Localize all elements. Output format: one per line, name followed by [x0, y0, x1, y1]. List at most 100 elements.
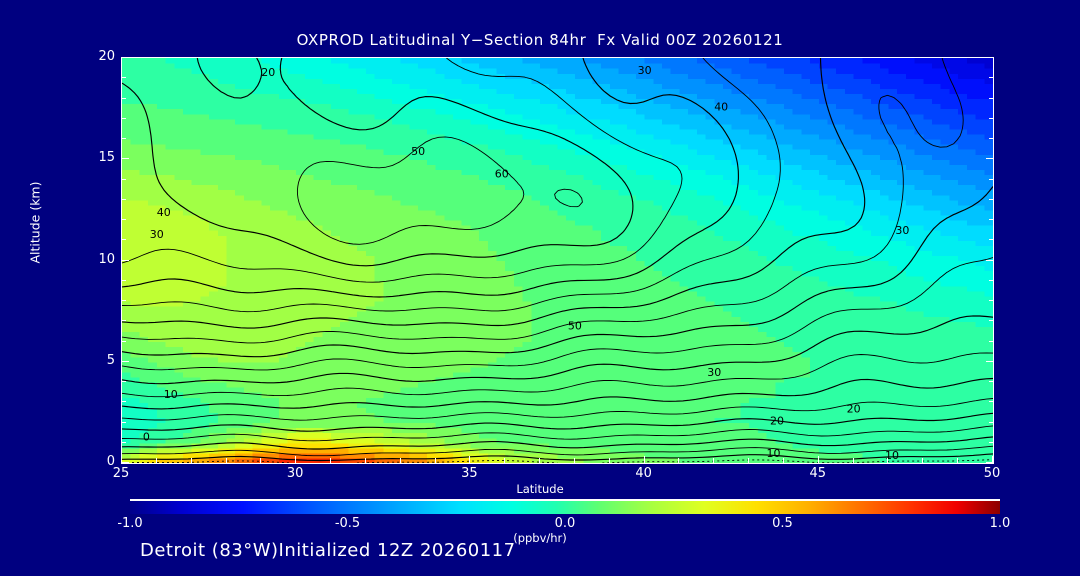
y-minor-tick-right [989, 381, 993, 382]
x-minor-tick [504, 458, 506, 463]
x-tick-label-45: 45 [809, 466, 827, 481]
y-minor-tick-right [989, 401, 993, 403]
y-minor-tick-right [989, 340, 993, 342]
y-tick-label-10: 10 [98, 251, 115, 267]
y-tick-mark-5 [122, 360, 129, 362]
x-tick-label-50: 50 [983, 466, 1001, 481]
page-title: OXPROD Latitudinal Y−Section 84hr Fx Val… [296, 31, 784, 49]
x-minor-tick [155, 458, 157, 463]
y-tick-mark-right-0 [986, 462, 993, 463]
x-minor-tick [434, 458, 436, 463]
y-minor-tick-right [989, 219, 993, 220]
y-minor-tick [122, 401, 126, 403]
x-minor-tick [957, 458, 959, 463]
y-minor-tick-right [989, 421, 993, 423]
x-tick-mark-40 [643, 456, 645, 463]
y-minor-tick [122, 239, 126, 241]
y-tick-mark-right-15 [986, 158, 993, 160]
y-tick-label-5: 5 [106, 352, 115, 368]
colorbar-label-3: 0.5 [772, 516, 793, 531]
contour-label-14: 10 [767, 447, 781, 460]
x-minor-tick [852, 458, 854, 463]
x-minor-tick [399, 458, 401, 463]
x-minor-tick [225, 458, 227, 463]
contour-label-11: 10 [164, 388, 178, 401]
contour-label-15: 10 [885, 449, 899, 462]
x-tick-mark-30 [295, 456, 297, 463]
filled-contour-field [122, 58, 993, 463]
contour-label-12: 0 [143, 431, 150, 444]
contour-label-9: 30 [707, 366, 721, 379]
y-minor-tick [122, 300, 126, 301]
colorbar-label-2: 0.0 [554, 516, 576, 531]
chart-caption: Detroit (83°W)Initialized 12Z 20260117 [140, 540, 516, 561]
x-axis-label: Latitude [516, 482, 564, 496]
y-minor-tick-right [989, 97, 993, 99]
y-minor-tick [122, 441, 126, 443]
contour-label-3: 50 [411, 145, 425, 158]
x-minor-tick [748, 458, 750, 463]
x-minor-tick [678, 458, 680, 463]
y-tick-label-0: 0 [106, 454, 115, 469]
y-minor-tick [122, 138, 126, 139]
y-minor-tick [122, 421, 126, 423]
contour-label-10: 20 [770, 415, 784, 428]
contour-label-5: 40 [157, 206, 171, 219]
y-minor-tick [122, 77, 126, 79]
y-minor-tick [122, 198, 126, 200]
contour-label-1: 30 [638, 64, 652, 77]
y-minor-tick [122, 381, 126, 382]
y-tick-mark-15 [122, 158, 129, 160]
contour-label-13: 20 [847, 402, 861, 415]
contour-label-6: 30 [150, 228, 164, 241]
x-tick-mark-45 [817, 456, 819, 463]
x-minor-tick [330, 458, 332, 463]
x-tick-mark-25 [121, 456, 122, 463]
y-minor-tick-right [989, 117, 993, 119]
y-minor-tick-right [989, 77, 993, 79]
y-tick-mark-0 [122, 462, 129, 463]
x-minor-tick [364, 458, 366, 463]
y-minor-tick-right [989, 198, 993, 200]
colorbar-units: (ppbv/hr) [513, 531, 567, 545]
y-minor-tick-right [989, 178, 993, 180]
y-minor-tick [122, 178, 126, 180]
y-minor-tick [122, 219, 126, 220]
x-minor-tick [922, 458, 924, 463]
x-minor-tick [539, 458, 541, 463]
x-tick-label-30: 30 [286, 466, 304, 481]
colorbar-label-0: -1.0 [117, 516, 143, 531]
x-minor-tick [782, 458, 784, 463]
y-minor-tick-right [989, 279, 993, 281]
y-minor-tick-right [989, 441, 993, 443]
contour-lines: 20 30 40 50 60 40 30 30 50 30 20 10 0 20 10 10 [122, 58, 993, 463]
x-minor-tick [190, 458, 192, 463]
x-minor-tick [608, 458, 610, 463]
y-tick-label-20: 20 [98, 49, 115, 64]
y-minor-tick [122, 320, 126, 322]
y-minor-tick [122, 279, 126, 281]
x-minor-tick [887, 458, 889, 463]
y-tick-label-15: 15 [98, 150, 115, 166]
y-tick-mark-10 [122, 259, 129, 261]
y-minor-tick [122, 340, 126, 342]
x-tick-label-35: 35 [461, 466, 478, 481]
colorbar[interactable] [130, 499, 1000, 514]
contour-label-0: 20 [261, 66, 275, 79]
y-tick-mark-right-5 [986, 360, 993, 362]
y-minor-tick-right [989, 320, 993, 322]
y-axis-label: Altitude (km) [27, 181, 43, 264]
contour-label-7: 30 [895, 224, 909, 237]
y-tick-mark-20 [122, 57, 129, 58]
y-tick-mark-right-10 [986, 259, 993, 261]
y-minor-tick [122, 117, 126, 119]
x-tick-label-25: 25 [112, 466, 130, 481]
x-tick-label-40: 40 [635, 466, 652, 481]
colorbar-label-4: 1.0 [989, 516, 1011, 531]
x-tick-mark-35 [469, 456, 471, 463]
y-minor-tick-right [989, 239, 993, 241]
contour-label-2: 40 [714, 101, 728, 114]
y-minor-tick-right [989, 138, 993, 139]
x-minor-tick [573, 458, 575, 463]
